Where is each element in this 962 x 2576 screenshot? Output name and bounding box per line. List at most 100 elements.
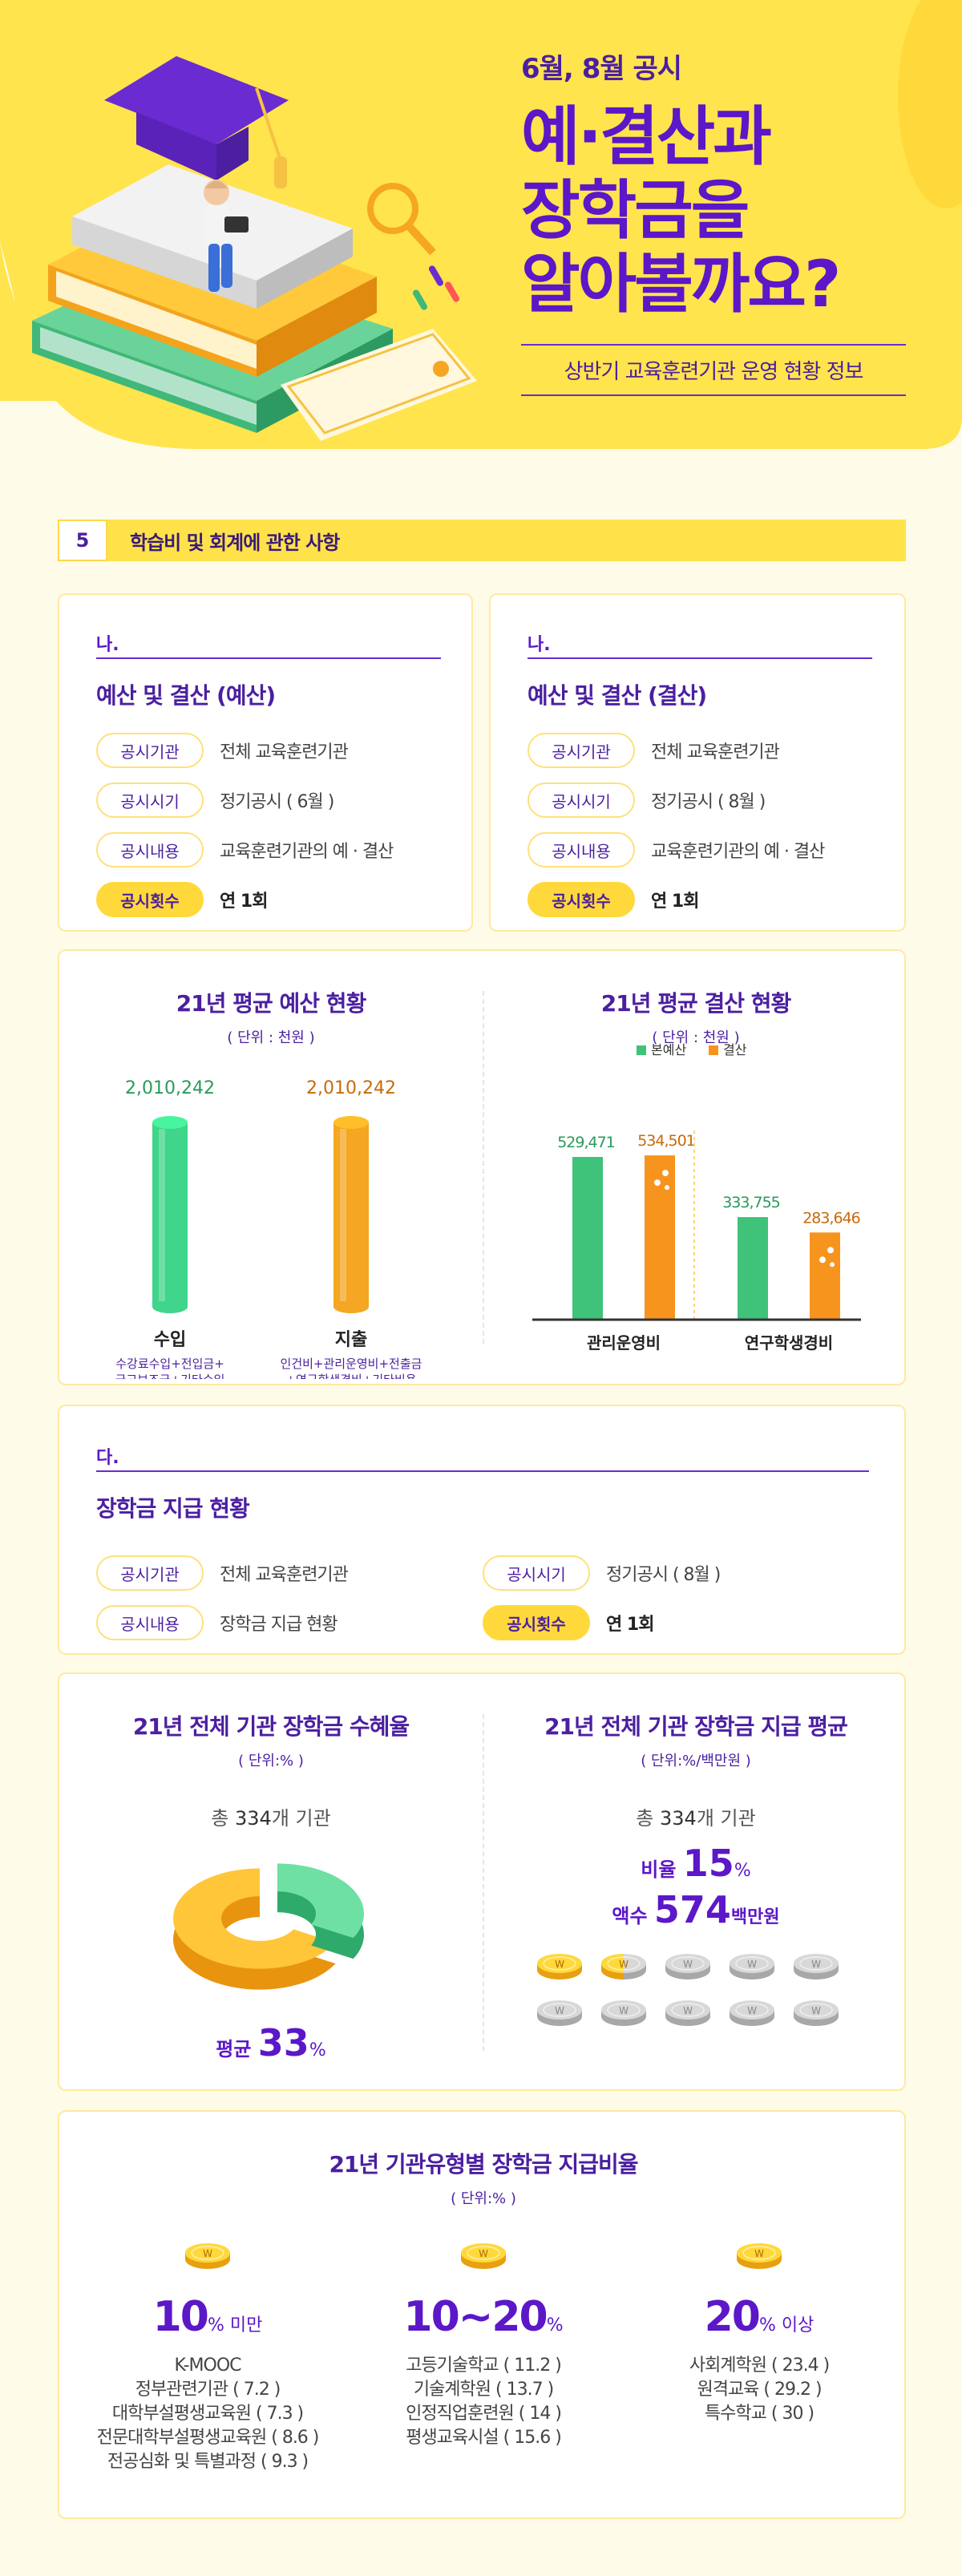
divider: [483, 1714, 484, 2051]
info-row: 공시시기 정기공시 ( 8월 ): [527, 783, 872, 818]
total-prefix: 총: [636, 1807, 661, 1830]
coin-icon: W: [537, 2000, 582, 2026]
coin-icon: W: [730, 2000, 774, 2026]
coin-symbol: W: [747, 1959, 757, 1970]
ratio-range: 10~20: [403, 2293, 548, 2341]
bar: [738, 1217, 768, 1320]
bar-value-label: 283,646: [802, 1209, 860, 1227]
info-row: 공시기관 전체 교육훈련기관: [527, 733, 872, 768]
budget-note: 인건비+관리운영비+전출금: [281, 1357, 422, 1371]
legend-swatch: [709, 1045, 718, 1055]
coin-symbol: W: [754, 2248, 764, 2259]
info-row: 공시기관 전체 교육훈련기관: [96, 733, 441, 768]
average-panel: 21년 전체 기관 장학금 지급 평균 ( 단위:%/백만원 ) 총 334개 …: [484, 1709, 907, 2050]
total-suffix: 개 기관: [696, 1807, 756, 1830]
ratio-unit: %: [734, 1861, 751, 1881]
ratio-label: 비율: [641, 1858, 683, 1881]
info-key: 공시시기: [96, 783, 204, 818]
budget-chart-title: 21년 평균 예산 현황: [176, 990, 367, 1017]
hero-title-line: 예·결산과: [521, 99, 772, 174]
coin-symbol: W: [619, 2005, 629, 2016]
info-row: 공시내용 장학금 지급 현황: [96, 1605, 483, 1640]
card-rule: [96, 657, 441, 659]
coin-symbol: W: [555, 1959, 564, 1970]
hero: 6월, 8월 공시 예·결산과 장학금을 알아볼까요? 상반기 교육훈련기관 운…: [0, 0, 962, 465]
info-value: 연 1회: [651, 892, 699, 912]
section-header: 5 학습비 및 회계에 관한 사항: [58, 520, 906, 561]
info-key: 공시횟수: [96, 882, 204, 917]
coin-symbol: W: [811, 2005, 821, 2016]
card-title: 예산 및 결산 (결산): [527, 682, 707, 709]
info-value: 연 1회: [220, 892, 268, 912]
legend-swatch: [637, 1045, 646, 1055]
ratio-list: K-MOOC 정부관련기관 ( 7.2 ) 대학부설평생교육원 ( 7.3 ) …: [75, 2354, 340, 2474]
legend-label: 본예산: [651, 1042, 686, 1057]
avg-value: 33: [257, 2021, 309, 2064]
amount-label: 액수: [612, 1905, 654, 1927]
total-prefix: 총: [211, 1807, 236, 1830]
coin-icon: W: [185, 2243, 230, 2269]
bar-value-label: 333,755: [722, 1194, 780, 1211]
list-item: 대학부설평생교육원 ( 7.3 ): [111, 2404, 304, 2424]
ratio-suffix: % 이상: [758, 2315, 814, 2335]
bar-dot: [665, 1185, 669, 1191]
budget-cylinder: [152, 1116, 188, 1313]
info-row: 공시시기 정기공시 ( 8월 ): [483, 1555, 721, 1591]
hero-title-line: 알아볼까요?: [521, 247, 841, 321]
info-value: 전체 교육훈련기관: [220, 742, 349, 762]
coin-icon: W: [794, 1954, 839, 1980]
coin-symbol: W: [479, 2248, 488, 2259]
budget-value-label: 2,010,242: [125, 1078, 215, 1098]
info-row: 공시횟수 연 1회: [96, 882, 441, 917]
card-prefix: 나.: [96, 635, 119, 655]
ratio-list: 사회계학원 ( 23.4 ) 원격교육 ( 29.2 ) 특수학교 ( 30 ): [627, 2354, 891, 2426]
budget-chart-unit: ( 단위 : 천원 ): [227, 1029, 315, 1046]
bar-value-label: 529,471: [557, 1134, 615, 1151]
list-item: 기술계학원 ( 13.7 ): [413, 2380, 554, 2400]
avg-unit: %: [309, 2040, 326, 2060]
rate-ring-chart: [172, 1863, 364, 1990]
list-item: 평생교육시설 ( 15.6 ): [406, 2428, 562, 2448]
info-key: 공시시기: [527, 783, 635, 818]
average-unit: ( 단위:%/백만원 ): [641, 1753, 751, 1769]
ratio-column-low: W 10% 미만 K-MOOC 정부관련기관 ( 7.2 ) 대학부설평생교육원…: [75, 2240, 340, 2474]
card-rule: [96, 1470, 869, 1472]
ratio-heading: 10% 미만: [75, 2293, 340, 2341]
settlement-info-card: 나. 예산 및 결산 (결산) 공시기관 전체 교육훈련기관 공시시기 정기공시 (…: [489, 593, 906, 932]
bar-dot: [654, 1179, 661, 1187]
list-item: 사회계학원 ( 23.4 ): [689, 2356, 830, 2376]
coin-symbol: W: [683, 1959, 693, 1970]
coin-icon: W: [665, 2000, 710, 2026]
average-amount: 액수 574백만원: [484, 1888, 907, 1931]
info-key: 공시기관: [527, 733, 635, 768]
settlement-bar-chart: 본예산 결산 529,471 534,501 관리운영비 333,755 283,646 연구…: [532, 1042, 861, 1353]
ratio-list: 고등기술학교 ( 11.2 ) 기술계학원 ( 13.7 ) 인정직업훈련원 (…: [351, 2354, 616, 2450]
section-number: 5: [58, 520, 107, 561]
avg-label: 평균: [216, 2038, 258, 2060]
hero-subtitle: 6월, 8월 공시: [521, 53, 682, 85]
info-key: 공시횟수: [527, 882, 635, 917]
coin-symbol: W: [747, 2005, 757, 2016]
info-value: 정기공시 ( 8월 ): [651, 792, 766, 812]
card-rule: [527, 657, 872, 659]
bar: [572, 1157, 603, 1320]
amount-unit: 백만원: [730, 1907, 780, 1927]
chart-title: 21년 평균 결산 현황: [600, 990, 792, 1017]
type-title: 21년 기관유형별 장학금 지급비율: [329, 2151, 638, 2178]
ratio-suffix: %: [546, 2315, 564, 2335]
category-label: 연구학생경비: [745, 1333, 833, 1353]
budget-category-label: 수입: [154, 1330, 186, 1350]
budget-category-label: 지출: [335, 1330, 367, 1350]
chart-legend: 본예산 결산: [637, 1042, 747, 1057]
divider: [483, 991, 484, 1344]
ratio-heading: 10~20%: [351, 2293, 616, 2341]
hero-title: 예·결산과 장학금을 알아볼까요?: [521, 100, 906, 321]
ratio-range: 10: [152, 2293, 209, 2341]
bar: [645, 1155, 675, 1320]
average-ratio: 비율 15%: [484, 1842, 907, 1885]
list-item: 원격교육 ( 29.2 ): [697, 2380, 822, 2400]
coin-icon: W: [601, 2000, 646, 2026]
coin-symbol: W: [811, 1959, 821, 1970]
total-number: 334: [235, 1807, 272, 1830]
ring-share-group: [277, 1863, 364, 1959]
